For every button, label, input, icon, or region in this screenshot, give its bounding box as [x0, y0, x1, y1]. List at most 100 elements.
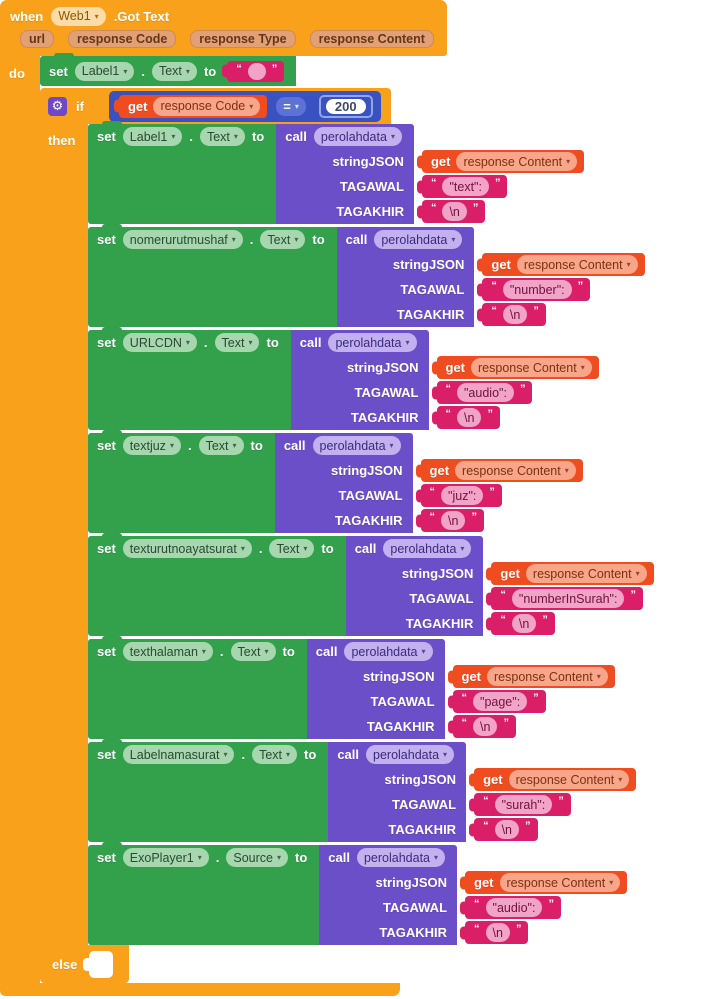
text-string-field[interactable]: "page": — [473, 692, 528, 711]
text-string-field[interactable]: \n — [441, 511, 466, 530]
set-block-green-body[interactable]: set texthalaman ▾ . Text ▾ to — [88, 639, 307, 739]
text-string-block[interactable]: “ "number": ” — [482, 278, 591, 301]
text-string-field[interactable]: \n — [473, 717, 498, 736]
variable-dropdown[interactable]: response Content ▾ — [455, 461, 576, 480]
component-dropdown[interactable]: texturutnoayatsurat ▾ — [122, 539, 252, 558]
get-variable-block[interactable]: get response Content ▾ — [420, 459, 583, 482]
text-string-block[interactable]: “ \n ” — [491, 612, 555, 635]
procedure-dropdown[interactable]: perolahdata ▾ — [328, 333, 417, 352]
text-string-field[interactable]: \n — [494, 820, 519, 839]
variable-dropdown[interactable]: response Content ▾ — [525, 564, 647, 583]
text-string-block[interactable]: “ "text": ” — [421, 175, 508, 198]
text-string-field[interactable]: "surah": — [494, 795, 553, 814]
procedure-dropdown[interactable]: perolahdata ▾ — [374, 230, 463, 249]
text-string-field[interactable]: "audio": — [457, 383, 514, 402]
event-param-response-code[interactable]: response Code — [67, 30, 177, 48]
text-string-field[interactable]: \n — [457, 408, 482, 427]
component-dropdown[interactable]: texthalaman ▾ — [122, 642, 213, 661]
property-dropdown[interactable]: Text ▾ — [199, 127, 245, 146]
mutator-gear-icon[interactable]: ⚙ — [48, 96, 67, 116]
if-block-header[interactable]: ⚙ if get response Code ▾ = — [40, 88, 391, 124]
component-dropdown[interactable]: textjuz ▾ — [122, 436, 181, 455]
get-variable-block[interactable]: get response Content ▾ — [436, 356, 599, 379]
set-block-green-body[interactable]: set textjuz ▾ . Text ▾ to — [88, 433, 275, 533]
init-set-block[interactable]: set Label1 ▾ . Text ▾ to “ ” — [40, 53, 297, 86]
text-string-field[interactable]: "juz": — [441, 486, 484, 505]
text-string-block[interactable]: “ \n ” — [436, 406, 500, 429]
set-block-green-body[interactable]: set Labelnamasurat ▾ . Text ▾ to — [88, 742, 329, 842]
set-property-block[interactable]: set URLCDN ▾ . Text ▾ to call perolahdat… — [88, 327, 599, 430]
number-block[interactable]: 200 — [318, 94, 373, 118]
property-dropdown[interactable]: Text ▾ — [252, 745, 298, 764]
property-dropdown[interactable]: Text ▾ — [269, 539, 315, 558]
equals-comparison-block[interactable]: get response Code ▾ = ▾ — [108, 90, 381, 122]
text-string-field[interactable] — [247, 62, 266, 80]
property-dropdown[interactable]: Text ▾ — [230, 642, 276, 661]
set-block-green-body[interactable]: set Label1 ▾ . Text ▾ to — [88, 124, 277, 224]
get-variable-block[interactable]: get response Content ▾ — [482, 253, 645, 276]
call-procedure-block[interactable]: call perolahdata ▾ stringJSON get respon… — [336, 227, 645, 327]
text-string-block[interactable]: “ "surah": ” — [474, 793, 571, 816]
set-block-green-body[interactable]: set texturutnoayatsurat ▾ . Text ▾ to — [88, 536, 346, 636]
variable-dropdown[interactable]: response Content ▾ — [508, 770, 630, 789]
call-procedure-block[interactable]: call perolahdata ▾ stringJSON get respon… — [290, 330, 599, 430]
set-property-block[interactable]: set Label1 ▾ . Text ▾ to call perolahdat… — [88, 121, 585, 224]
else-row[interactable]: else — [40, 945, 130, 983]
set-block-green-body[interactable]: set ExoPlayer1 ▾ . Source ▾ to — [88, 845, 320, 945]
set-property-block[interactable]: set texthalaman ▾ . Text ▾ to call perol… — [88, 636, 615, 739]
call-procedure-block[interactable]: call perolahdata ▾ stringJSON get respon… — [328, 742, 637, 842]
get-variable-block[interactable]: get response Content ▾ — [465, 871, 628, 894]
procedure-dropdown[interactable]: perolahdata ▾ — [356, 848, 446, 867]
event-param-url[interactable]: url — [20, 30, 54, 48]
get-variable-block[interactable]: get response Content ▾ — [491, 562, 654, 585]
component-dropdown[interactable]: ExoPlayer1 ▾ — [122, 848, 209, 867]
set-property-block[interactable]: set ExoPlayer1 ▾ . Source ▾ to call pero… — [88, 842, 628, 945]
procedure-dropdown[interactable]: perolahdata ▾ — [313, 127, 402, 146]
event-param-response-type[interactable]: response Type — [190, 30, 296, 48]
variable-dropdown[interactable]: response Content ▾ — [516, 255, 638, 274]
set-property-block[interactable]: set nomerurutmushaf ▾ . Text ▾ to call p… — [88, 224, 645, 327]
text-string-field[interactable]: "number": — [502, 280, 572, 299]
procedure-dropdown[interactable]: perolahdata ▾ — [366, 745, 455, 764]
procedure-dropdown[interactable]: perolahdata ▾ — [383, 539, 472, 558]
variable-dropdown[interactable]: response Content ▾ — [499, 873, 621, 892]
text-string-block[interactable]: “ \n ” — [420, 509, 484, 532]
get-variable-block[interactable]: get response Content ▾ — [452, 665, 615, 688]
text-string-block[interactable]: “ "numberInSurah": ” — [491, 587, 643, 610]
set-block-green-body[interactable]: set nomerurutmushaf ▾ . Text ▾ to — [88, 227, 337, 327]
procedure-dropdown[interactable]: perolahdata ▾ — [344, 642, 433, 661]
text-string-field[interactable]: \n — [485, 923, 510, 942]
text-string-block[interactable]: “ "page": ” — [452, 690, 546, 713]
component-dropdown[interactable]: Labelnamasurat ▾ — [122, 745, 235, 764]
call-procedure-block[interactable]: call perolahdata ▾ stringJSON get respon… — [319, 845, 628, 945]
variable-dropdown[interactable]: response Content ▾ — [471, 358, 592, 377]
variable-dropdown[interactable]: response Content ▾ — [456, 152, 578, 171]
set-property-block[interactable]: set textjuz ▾ . Text ▾ to call perolahda… — [88, 430, 583, 533]
text-string-field[interactable]: \n — [502, 305, 528, 324]
number-value[interactable]: 200 — [325, 98, 366, 114]
text-string-field[interactable]: \n — [511, 614, 537, 633]
text-string-block[interactable]: “ \n ” — [474, 818, 538, 841]
set-property-block[interactable]: set Labelnamasurat ▾ . Text ▾ to call pe… — [88, 739, 637, 842]
event-component-dropdown[interactable]: Web1 ▾ — [51, 6, 106, 26]
get-variable-block[interactable]: get response Code ▾ — [118, 94, 268, 118]
if-block[interactable]: ⚙ if get response Code ▾ = — [40, 88, 654, 983]
text-string-block[interactable]: “ \n ” — [452, 715, 516, 738]
empty-text-string-block[interactable]: “ ” — [227, 60, 285, 82]
component-dropdown[interactable]: Label1 ▾ — [74, 61, 135, 81]
text-string-block[interactable]: “ \n ” — [482, 303, 546, 326]
when-block-header[interactable]: when Web1 ▾ .Got Text url response Code … — [0, 0, 447, 56]
operator-dropdown[interactable]: = ▾ — [276, 96, 306, 116]
text-string-block[interactable]: “ \n ” — [421, 200, 486, 223]
variable-dropdown[interactable]: response Content ▾ — [487, 667, 608, 686]
get-variable-block[interactable]: get response Content ▾ — [421, 150, 585, 173]
text-string-field[interactable]: "text": — [442, 177, 489, 196]
text-string-block[interactable]: “ "audio": ” — [465, 896, 561, 919]
property-dropdown[interactable]: Source ▾ — [226, 848, 288, 867]
call-procedure-block[interactable]: call perolahdata ▾ stringJSON get respon… — [276, 124, 585, 224]
component-dropdown[interactable]: Label1 ▾ — [122, 127, 183, 146]
set-property-block[interactable]: set texturutnoayatsurat ▾ . Text ▾ to ca… — [88, 533, 654, 636]
call-procedure-block[interactable]: call perolahdata ▾ stringJSON get respon… — [274, 433, 583, 533]
